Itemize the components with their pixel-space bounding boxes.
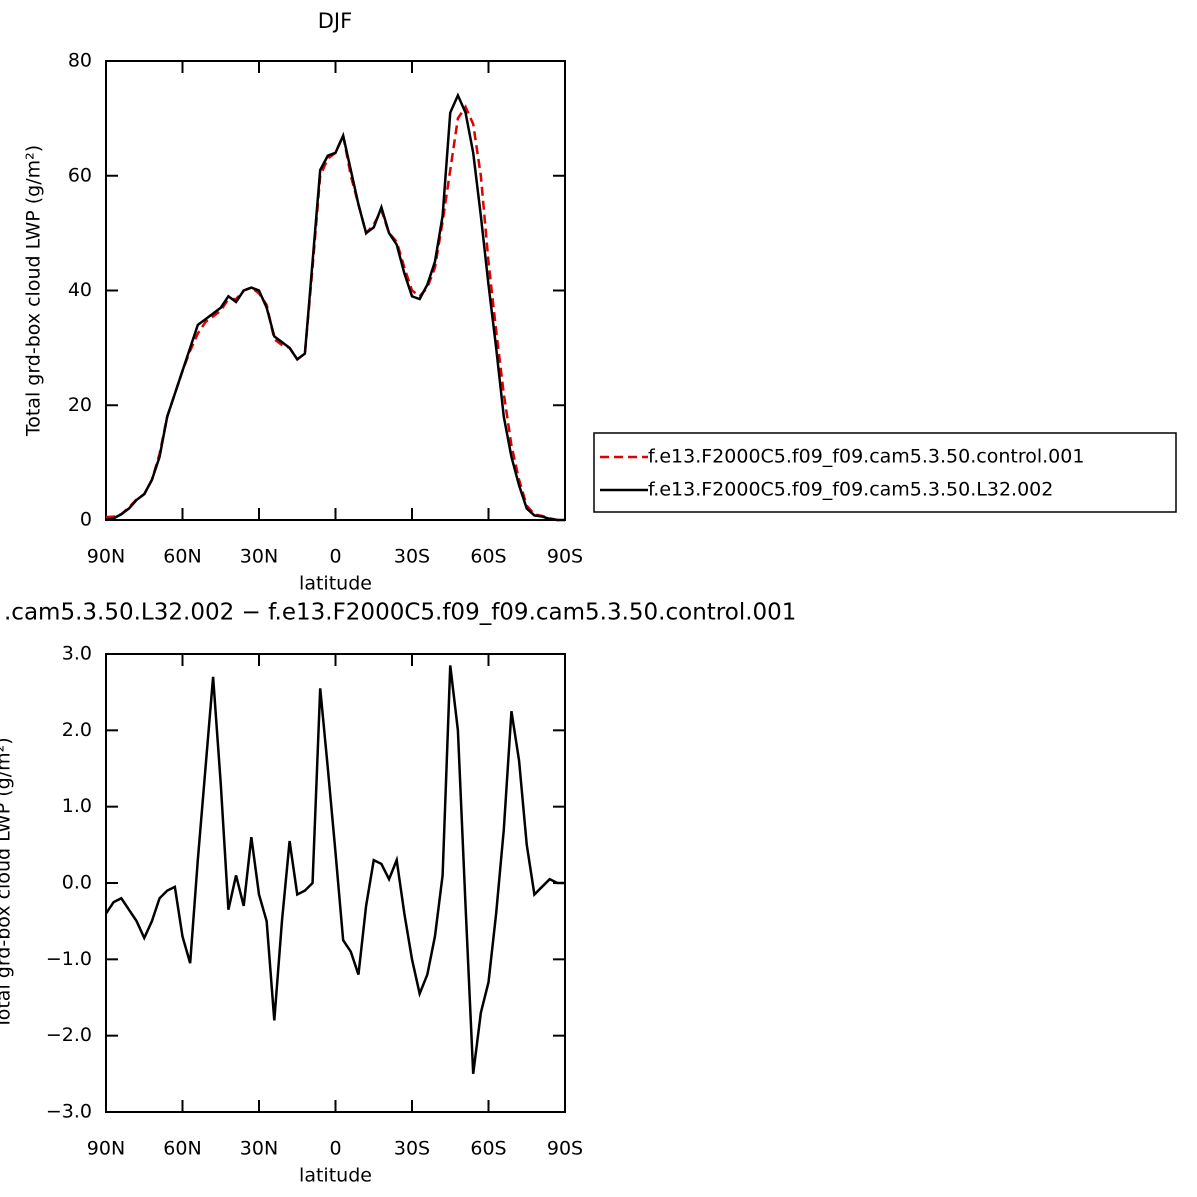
y-tick-label: 60: [68, 164, 92, 186]
x-tick-label: 60S: [470, 546, 506, 568]
x-tick-label: 30S: [394, 1138, 430, 1160]
y-tick-label: 40: [68, 279, 92, 301]
y-tick-label: 3.0: [62, 643, 92, 665]
plot-frame: [105, 60, 566, 521]
x-tick-label: 30N: [240, 1138, 278, 1160]
legend-label: f.e13.F2000C5.f09_f09.cam5.3.50.control.…: [648, 446, 1084, 468]
plot-frame: [105, 653, 566, 1113]
y-tick-label: 20: [68, 394, 92, 416]
data-line: [104, 665, 565, 1074]
x-tick-label: 60N: [163, 1138, 201, 1160]
x-tick-label: 0: [329, 1138, 341, 1160]
y-axis-label: Total grd-box cloud LWP (g/m²): [0, 737, 15, 1029]
x-tick-label: 60S: [470, 1138, 506, 1160]
data-line: [105, 104, 565, 522]
y-tick-label: 0: [80, 509, 92, 531]
y-axis-label: Total grd-box cloud LWP (g/m²): [23, 145, 45, 437]
x-tick-label: 30N: [240, 546, 278, 568]
x-tick-label: 30S: [394, 546, 430, 568]
x-tick-label: 90S: [547, 546, 583, 568]
y-tick-label: 80: [68, 50, 92, 72]
x-axis-label: latitude: [299, 573, 372, 595]
y-tick-label: −3.0: [46, 1101, 92, 1123]
legend-label: f.e13.F2000C5.f09_f09.cam5.3.50.L32.002: [648, 479, 1053, 501]
chart-title: .cam5.3.50.L32.002 − f.e13.F2000C5.f09_f…: [4, 600, 796, 626]
x-tick-label: 0: [329, 546, 341, 568]
y-tick-label: −2.0: [46, 1024, 92, 1046]
x-tick-label: 90N: [87, 1138, 125, 1160]
y-tick-label: 2.0: [62, 719, 92, 741]
chart-title: DJF: [318, 9, 352, 33]
data-line: [105, 92, 565, 522]
x-axis-label: latitude: [299, 1165, 372, 1187]
x-tick-label: 90S: [547, 1138, 583, 1160]
x-tick-label: 90N: [87, 546, 125, 568]
x-tick-label: 60N: [163, 546, 201, 568]
legend-box: [593, 432, 1177, 513]
y-tick-label: 1.0: [62, 795, 92, 817]
y-tick-label: −1.0: [46, 948, 92, 970]
y-tick-label: 0.0: [62, 872, 92, 894]
